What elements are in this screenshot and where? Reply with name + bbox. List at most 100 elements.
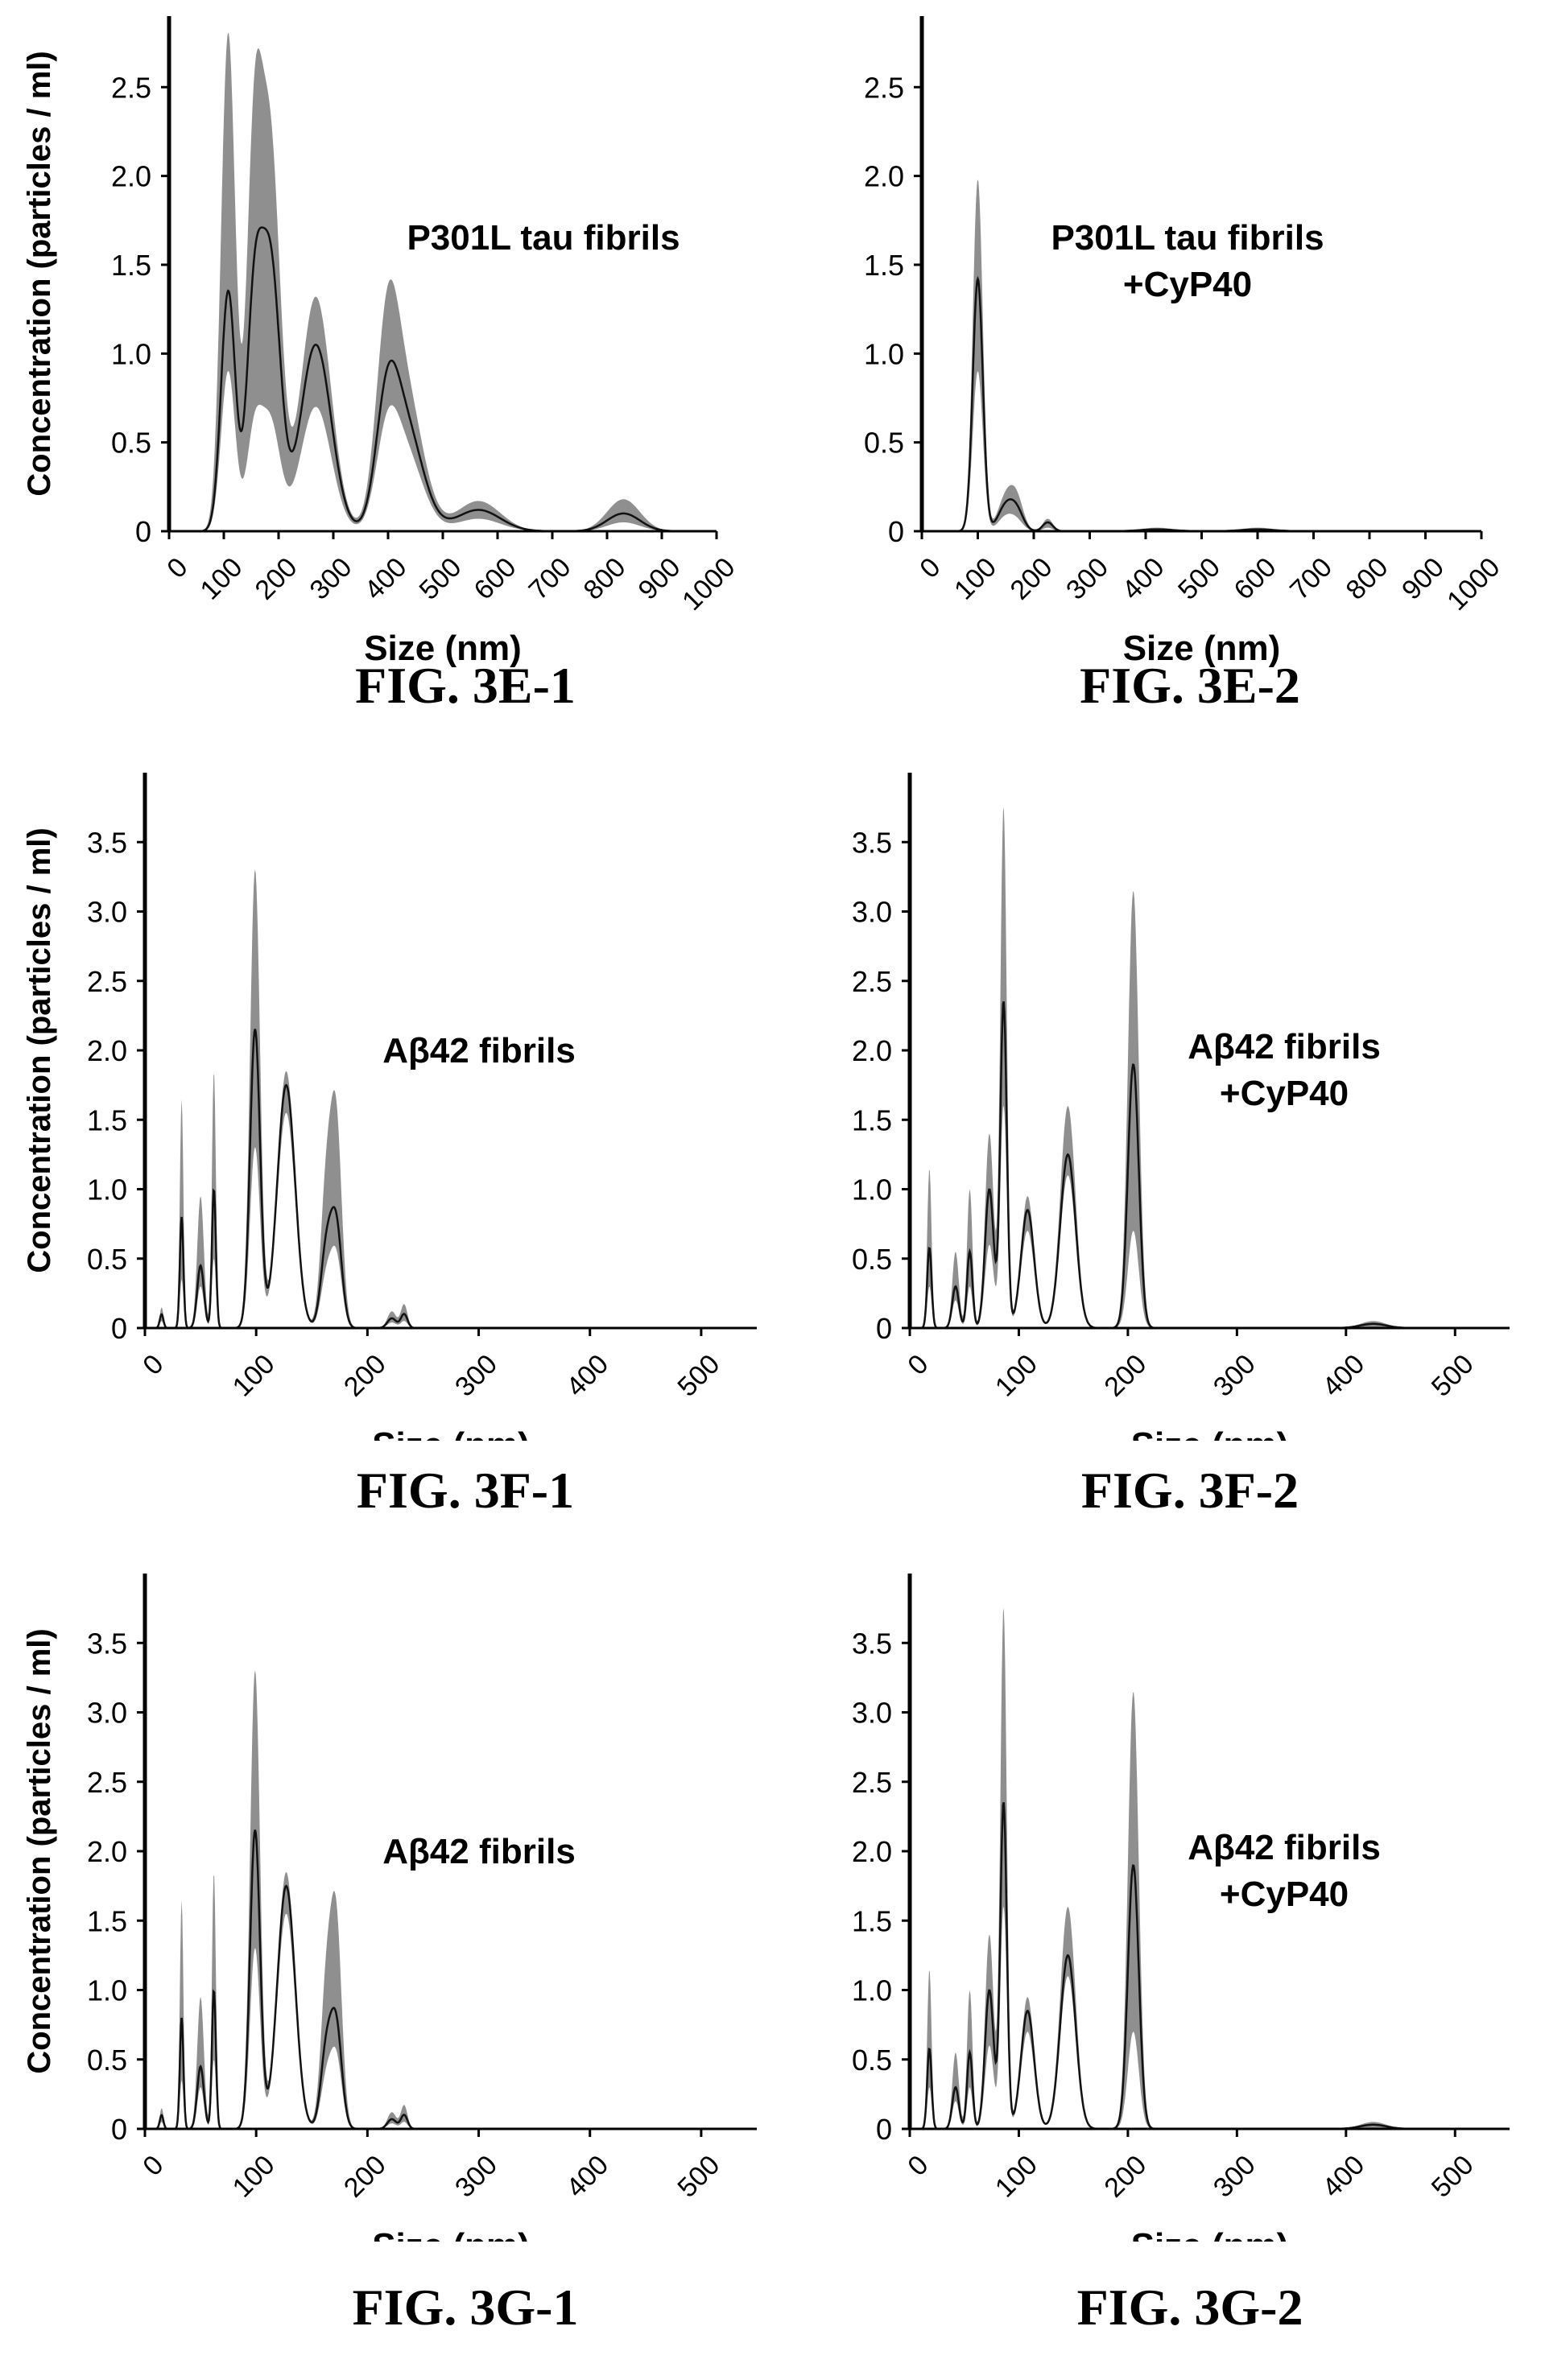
y-tick-label: 1.0	[111, 337, 151, 370]
chart-annotation: P301L tau fibrils	[1051, 218, 1324, 258]
error-band	[910, 1607, 1510, 2129]
figure-caption: FIG. 3G-1	[352, 2279, 579, 2336]
chart-annotation: Aβ42 fibrils	[382, 1031, 576, 1070]
chart-svg: 0 0.5 1.0 1.5 2.0 2.5 3.0 3.5 0 100 200 300 400 500 Si…	[852, 773, 1510, 1441]
y-tick-label: 3.0	[852, 896, 892, 929]
x-tick-label: 200	[1098, 2150, 1152, 2204]
y-tick-label: 1.5	[864, 249, 904, 282]
y-tick-label: 0.5	[87, 1243, 127, 1276]
y-axis-label: Concentration (particles / ml)	[22, 827, 57, 1272]
x-tick-label: 800	[1340, 552, 1394, 606]
y-tick-label: 3.0	[852, 1697, 892, 1730]
x-tick-label: 100	[227, 1349, 281, 1403]
x-tick-label: 600	[468, 552, 522, 606]
y-tick-label: 1.5	[87, 1103, 127, 1136]
x-tick-label: 100	[227, 2150, 281, 2204]
y-tick-label: 2.5	[852, 965, 892, 998]
figure-caption: FIG. 3E-2	[1080, 657, 1300, 714]
y-tick-label: 2.0	[87, 1835, 127, 1868]
y-tick-label: 0	[888, 515, 904, 548]
x-tick-label: 200	[338, 1349, 392, 1403]
y-tick-label: 3.5	[852, 826, 892, 859]
x-tick-label: 100	[194, 552, 248, 606]
y-tick-label: 2.0	[87, 1034, 127, 1067]
chart-annotation: +CyP40	[1123, 265, 1252, 304]
x-tick-label: 400	[1316, 1349, 1370, 1403]
y-tick-label: 0	[876, 2113, 892, 2146]
y-tick-label: 0.5	[852, 2044, 892, 2077]
y-tick-label: 1.5	[852, 1904, 892, 1937]
chart-panel: 0 0.5 1.0 1.5 2.0 2.5 0 100 200 300 400 500 600 700 80…	[773, 0, 1545, 676]
x-tick-label: 400	[560, 1349, 614, 1403]
error-band	[169, 32, 717, 532]
chart-panel: 0 0.5 1.0 1.5 2.0 2.5 3.0 3.5 0 100 200 300 400 500 Si…	[773, 773, 1545, 1441]
y-tick-label: 2.0	[111, 160, 151, 193]
y-tick-label: 1.0	[87, 1174, 127, 1206]
mean-line	[145, 1829, 757, 2130]
x-tick-label: 0	[137, 2150, 169, 2182]
y-tick-label: 1.0	[852, 1174, 892, 1206]
chart-annotation: Aβ42 fibrils	[1188, 1828, 1381, 1867]
y-tick-label: 1.5	[852, 1103, 892, 1136]
x-tick-label: 300	[1060, 552, 1114, 606]
x-tick-label: 400	[1116, 552, 1170, 606]
mean-line	[169, 226, 717, 533]
x-tick-label: 500	[671, 2150, 725, 2204]
y-tick-label: 2.5	[87, 1766, 127, 1799]
y-tick-label: 1.5	[111, 249, 151, 282]
y-tick-label: 2.0	[852, 1034, 892, 1067]
error-band	[922, 179, 1481, 531]
mean-line	[145, 1029, 757, 1330]
chart-svg: 0 0.5 1.0 1.5 2.0 2.5 3.0 3.5 0 100 200 300 400 500 Si…	[22, 773, 757, 1441]
y-tick-label: 0	[876, 1312, 892, 1345]
y-tick-label: 0.5	[852, 1243, 892, 1276]
x-tick-label: 500	[671, 1349, 725, 1403]
error-band	[145, 869, 757, 1328]
x-tick-label: 200	[1004, 552, 1058, 606]
figure-caption: FIG. 3F-2	[1080, 1462, 1299, 1519]
x-tick-label: 300	[449, 1349, 503, 1403]
y-tick-label: 2.5	[87, 965, 127, 998]
x-tick-label: 700	[523, 552, 576, 606]
x-tick-label: 800	[577, 552, 631, 606]
chart-panel: 0 0.5 1.0 1.5 2.0 2.5 0 100 200 300 400 500 600 700 80…	[0, 0, 773, 676]
x-axis-label: Size (nm)	[372, 2226, 530, 2242]
chart-svg: 0 0.5 1.0 1.5 2.0 2.5 3.0 3.5 0 100 200 300 400 500 Si…	[22, 1574, 757, 2242]
x-tick-label: 1000	[1441, 552, 1506, 617]
x-tick-label: 500	[1426, 1349, 1480, 1403]
x-tick-label: 0	[902, 2150, 934, 2182]
figure-caption: FIG. 3F-1	[356, 1462, 575, 1519]
x-tick-label: 500	[1426, 2150, 1480, 2204]
y-tick-label: 2.0	[852, 1835, 892, 1868]
figure-caption: FIG. 3E-1	[355, 657, 576, 714]
y-tick-label: 3.5	[852, 1627, 892, 1660]
chart-svg: 00.51.01.52.02.50 100 200 300 400 500 600 700 80…	[864, 16, 1506, 668]
x-axis-label: Size (nm)	[1131, 2226, 1289, 2242]
chart-annotation: Aβ42 fibrils	[1188, 1027, 1381, 1066]
chart-svg: 00.51.01.52.02.50 100 200 300 400 500 600 700 80…	[22, 16, 741, 668]
y-tick-label: 1.0	[87, 1974, 127, 2007]
chart-panel: 0 0.5 1.0 1.5 2.0 2.5 3.0 3.5 0 100 200 300 400 500 Si…	[773, 1574, 1545, 2242]
chart-annotation: Aβ42 fibrils	[382, 1832, 576, 1871]
x-tick-label: 400	[560, 2150, 614, 2204]
x-tick-label: 0	[161, 552, 193, 584]
x-axis-label: Size (nm)	[372, 1425, 530, 1441]
chart-panel: 0 0.5 1.0 1.5 2.0 2.5 3.0 3.5 0 100 200 300 400 500 Si…	[0, 1574, 773, 2242]
y-tick-label: 2.5	[864, 71, 904, 104]
y-tick-label: 0	[135, 515, 151, 548]
y-tick-label: 1.0	[864, 337, 904, 370]
y-axis-label: Concentration (particles / ml)	[22, 51, 57, 496]
x-tick-label: 500	[1172, 552, 1226, 606]
x-tick-label: 400	[358, 552, 412, 606]
chart-annotation: +CyP40	[1220, 1074, 1349, 1113]
chart-panel: 0 0.5 1.0 1.5 2.0 2.5 3.0 3.5 0 100 200 300 400 500 Si…	[0, 773, 773, 1441]
y-tick-label: 2.5	[111, 71, 151, 104]
x-tick-label: 200	[1098, 1349, 1152, 1403]
figure-caption: FIG. 3G-2	[1076, 2279, 1303, 2336]
x-tick-label: 600	[1228, 552, 1282, 606]
y-tick-label: 3.5	[87, 826, 127, 859]
x-tick-label: 100	[989, 1349, 1043, 1403]
error-band	[910, 806, 1510, 1328]
x-tick-label: 900	[1396, 552, 1450, 606]
y-axis-label: Concentration (particles / ml)	[22, 1628, 57, 2073]
